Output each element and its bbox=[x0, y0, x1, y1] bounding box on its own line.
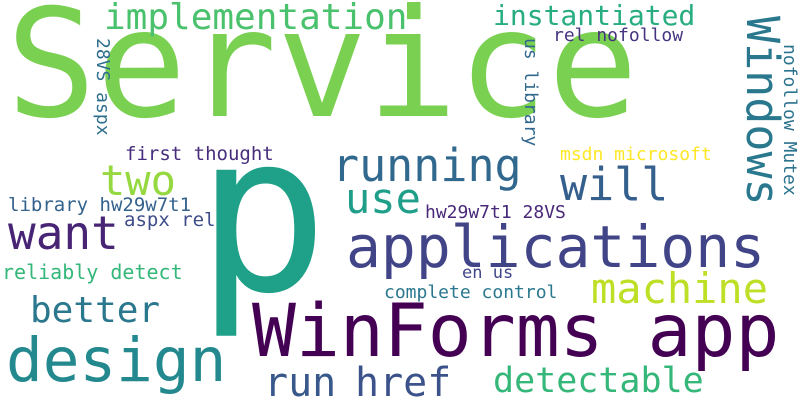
word-nofollow-mutex: nofollow Mutex bbox=[779, 44, 800, 196]
word-hw29w7t1-28vs: hw29w7t1 28VS bbox=[425, 202, 566, 223]
word-implementation: implementation bbox=[104, 0, 408, 38]
word-detectable: detectable bbox=[493, 361, 704, 400]
word-windows: Windows bbox=[736, 16, 789, 206]
word-run: run bbox=[264, 360, 337, 400]
word-better: better bbox=[30, 290, 161, 331]
word-first-thought: first thought bbox=[125, 143, 274, 165]
word-aspx-rel: aspx rel bbox=[124, 209, 216, 231]
word-two: two bbox=[100, 156, 176, 205]
word-use: use bbox=[345, 174, 421, 223]
word-instantiated: instantiated bbox=[493, 0, 696, 32]
word-28vs-aspx: 28VS aspx bbox=[92, 38, 113, 136]
word-service: Service bbox=[6, 0, 639, 152]
word-reliably-detect: reliably detect bbox=[2, 260, 183, 284]
word-complete-control: complete control bbox=[384, 282, 558, 303]
word-running: running bbox=[332, 139, 522, 192]
word-library-hw29w7t1: library hw29w7t1 bbox=[8, 194, 192, 216]
word-will: will bbox=[560, 158, 669, 211]
word-want: want bbox=[8, 206, 119, 260]
word-applications: applications bbox=[346, 213, 766, 281]
word-machine: machine bbox=[591, 264, 769, 313]
word-p: p bbox=[196, 86, 329, 342]
word-en-us: en us bbox=[462, 263, 514, 283]
word-design: design bbox=[6, 325, 227, 396]
word-us-library: us library bbox=[520, 38, 541, 147]
word-href: href bbox=[355, 360, 452, 400]
word-rel-nofollow: rel nofollow bbox=[553, 25, 684, 46]
word-winforms-app: WinForms app bbox=[252, 289, 780, 374]
word-msdn-microsoft: msdn microsoft bbox=[560, 144, 712, 165]
